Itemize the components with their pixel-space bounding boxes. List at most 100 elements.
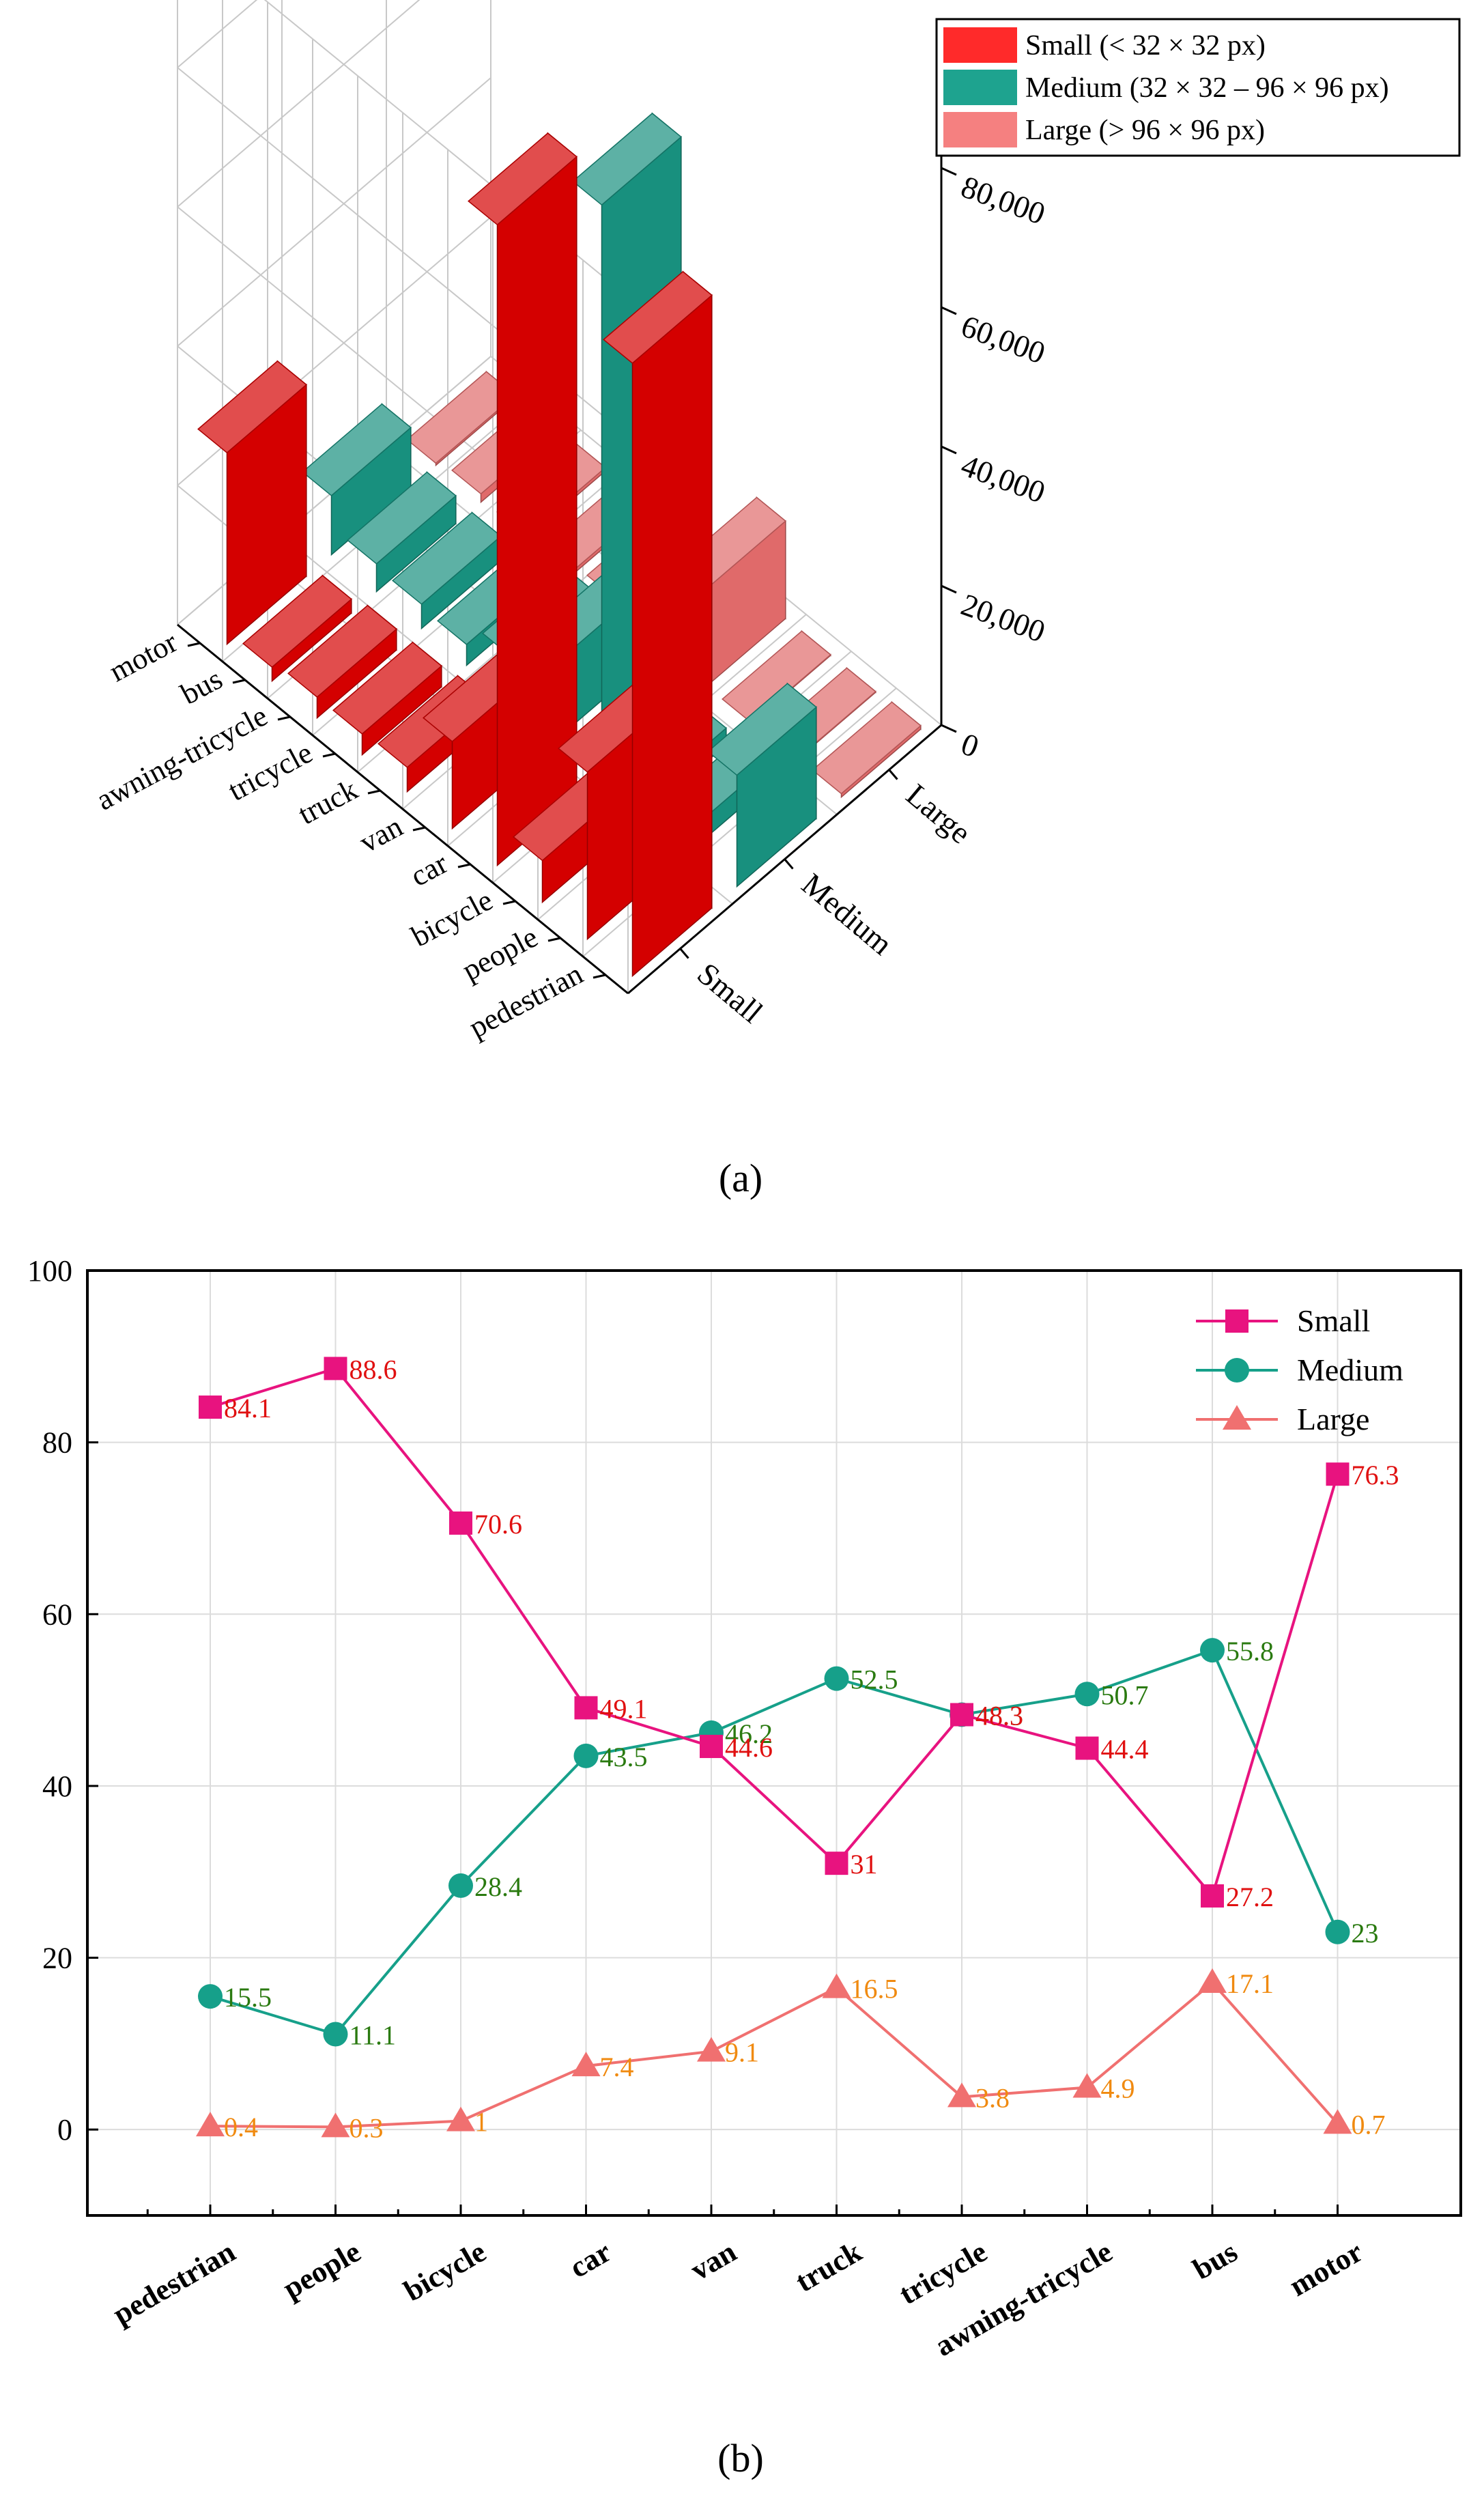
z-tick-label: 0: [957, 726, 984, 764]
data-label-medium-bus: 55.8: [1226, 1636, 1274, 1667]
z-tick: [941, 167, 957, 176]
x-label-truck: truck: [790, 2235, 868, 2299]
bar-small-bus: [242, 574, 352, 683]
data-label-large-car: 7.4: [600, 2052, 634, 2082]
chart-b: 0 20 40 60 80 100 pedestrian people bicycle car va…: [27, 1254, 1462, 2480]
chart-a: pedestrianpeoplebicyclecarvantrucktricyc…: [91, 0, 1461, 1200]
y-tick-label: 40: [42, 1770, 72, 1803]
size-tick: [679, 948, 689, 959]
grid-line: [177, 77, 491, 347]
bar-front-face: [631, 294, 713, 978]
bar-small-motor: [197, 360, 307, 646]
point-small-people: [324, 1357, 347, 1380]
y-tick-label: 0: [57, 2113, 72, 2146]
z-tick: [941, 724, 957, 733]
category-tick: [277, 715, 291, 721]
bar-small-awning-tricycle: [287, 604, 397, 720]
grid-line: [177, 0, 420, 208]
legend-label-3: Large (> 96 × 96 px): [1025, 115, 1265, 146]
bar-large-pedestrian: [812, 700, 922, 799]
data-label-large-motor: 0.7: [1352, 2109, 1386, 2140]
data-label-small-people: 88.6: [349, 1354, 397, 1385]
data-label-small-truck: 31: [851, 1849, 878, 1880]
z-tick: [941, 584, 957, 594]
category-axis-line: [177, 623, 629, 995]
size-label-small: Small: [691, 956, 769, 1030]
point-medium-awning-tricycle: [1074, 1682, 1100, 1707]
panel-label-b: (b): [717, 2436, 764, 2480]
category-tick: [547, 937, 561, 942]
bar-top-face: [332, 641, 442, 735]
legend-swatch-1: [943, 27, 1017, 63]
legend-label-2: Medium (32 × 32 – 96 × 96 px): [1025, 72, 1389, 104]
x-label-motor: motor: [1284, 2235, 1369, 2303]
category-tick: [457, 863, 471, 868]
x-label-bus: bus: [1187, 2235, 1243, 2286]
legend-label-small: Small: [1297, 1303, 1370, 1338]
bar-medium-bus: [347, 471, 457, 593]
data-label-small-bus: 27.2: [1226, 1882, 1274, 1912]
size-label-large: Large: [900, 777, 978, 850]
y-tick-label: 20: [42, 1942, 72, 1975]
bar-small-pedestrian: [603, 270, 713, 978]
bar-top-face: [812, 701, 922, 795]
bar-top-face: [392, 511, 502, 605]
size-tick: [784, 858, 794, 870]
bar-top-face: [406, 371, 516, 464]
data-label-medium-pedestrian: 15.5: [224, 1982, 272, 2013]
data-label-medium-people: 11.1: [349, 2020, 397, 2051]
x-label-bicycle: bicycle: [398, 2235, 491, 2308]
x-label-pedestrian: pedestrian: [107, 2235, 241, 2331]
series-line-large: [210, 1981, 1339, 2129]
legend-marker-medium: [1225, 1358, 1249, 1383]
data-label-large-awning-tricycle: 4.9: [1101, 2073, 1135, 2104]
bar-top-face: [468, 132, 577, 226]
point-large-tricycle: [947, 2082, 976, 2108]
category-tick: [322, 752, 336, 758]
point-small-awning-tricycle: [1075, 1736, 1099, 1760]
bar-top-face: [302, 403, 412, 496]
category-label-people: people: [457, 920, 543, 987]
series-line-small: [210, 1367, 1339, 1899]
point-medium-bicycle: [448, 1873, 473, 1898]
data-label-small-pedestrian: 84.1: [224, 1393, 272, 1423]
data-label-medium-car: 43.5: [600, 1742, 648, 1772]
data-label-medium-van: 46.2: [725, 1718, 773, 1749]
chart-b-legend: Small Medium Large: [1196, 1303, 1403, 1436]
point-small-tricycle: [950, 1703, 973, 1727]
legend-swatch-3: [943, 112, 1017, 147]
z-tick-label: 40,000: [957, 447, 1050, 509]
point-large-truck: [822, 1973, 851, 1998]
bar-top-face: [603, 270, 713, 364]
x-label-tricycle: tricycle: [894, 2235, 993, 2311]
category-tick: [367, 789, 381, 795]
data-label-small-tricycle: 48.3: [975, 1700, 1023, 1731]
point-large-motor: [1323, 2109, 1352, 2134]
data-label-medium-motor: 23: [1352, 1918, 1379, 1949]
point-medium-motor: [1325, 1919, 1350, 1944]
point-small-motor: [1326, 1462, 1350, 1486]
z-tick-label: 60,000: [957, 308, 1050, 370]
data-label-small-van: 44.6: [725, 1732, 773, 1763]
bar-top-face: [347, 471, 457, 565]
legend-swatch-2: [943, 70, 1017, 105]
x-label-people: people: [277, 2235, 366, 2306]
category-tick: [593, 974, 606, 979]
data-label-small-awning-tricycle: 44.4: [1101, 1734, 1149, 1765]
y-tick-label: 100: [27, 1254, 72, 1288]
point-large-bus: [1198, 1968, 1227, 1994]
bar-small-car: [468, 132, 577, 867]
series-medium: 15.5 11.1 28.4 43.5 46.2 52.5 48.3 50.7 55.8 23: [198, 1636, 1379, 2051]
bar-top-face: [287, 604, 397, 698]
point-large-van: [697, 2037, 726, 2062]
point-large-car: [571, 2052, 601, 2077]
point-small-truck: [825, 1852, 848, 1875]
y-tick-label: 80: [42, 1426, 72, 1460]
bar-medium-awning-tricycle: [392, 511, 502, 630]
bar-top-face: [242, 575, 352, 668]
category-label-car: car: [405, 846, 453, 893]
category-tick: [502, 900, 516, 905]
data-label-large-pedestrian: 0.4: [224, 2112, 258, 2142]
data-label-large-people: 0.3: [349, 2112, 384, 2143]
bar-top-face: [722, 630, 831, 724]
